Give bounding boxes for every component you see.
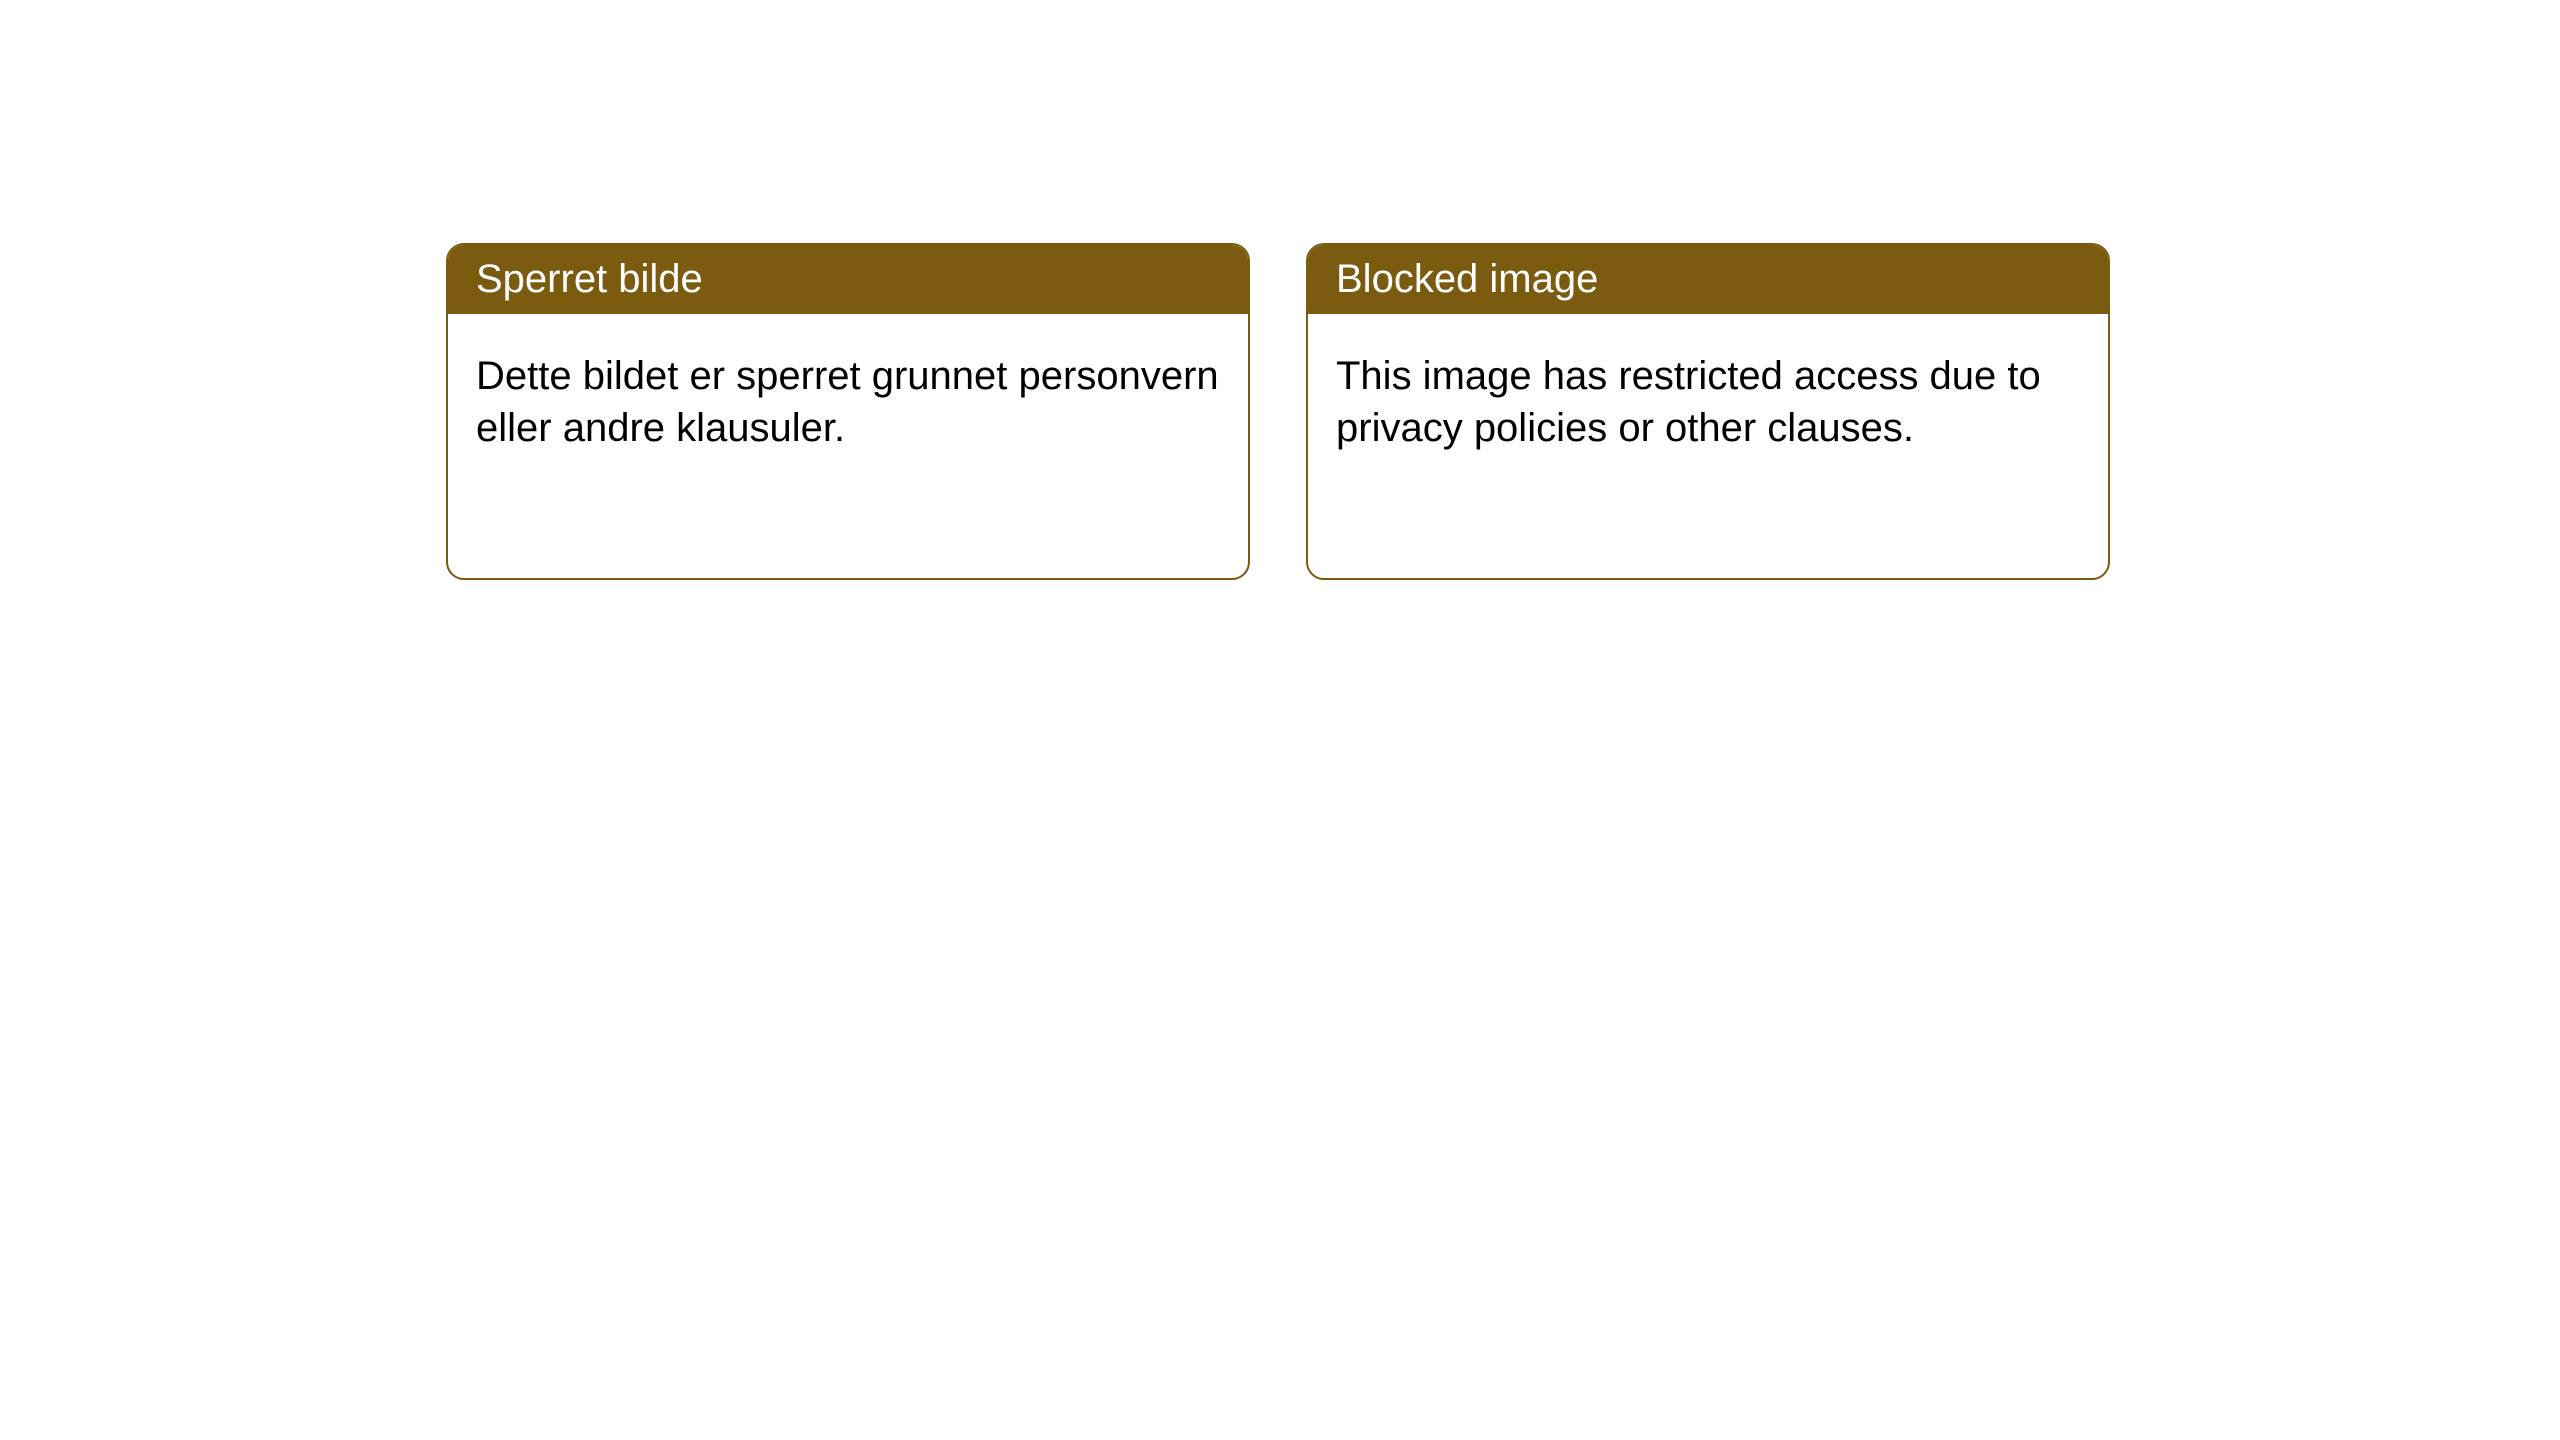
- card-header-english: Blocked image: [1308, 245, 2108, 314]
- card-body-english: This image has restricted access due to …: [1308, 314, 2108, 490]
- blocked-image-card-norwegian: Sperret bilde Dette bildet er sperret gr…: [446, 243, 1250, 580]
- card-header-norwegian: Sperret bilde: [448, 245, 1248, 314]
- card-body-norwegian: Dette bildet er sperret grunnet personve…: [448, 314, 1248, 490]
- blocked-image-card-english: Blocked image This image has restricted …: [1306, 243, 2110, 580]
- notice-container: Sperret bilde Dette bildet er sperret gr…: [0, 0, 2560, 580]
